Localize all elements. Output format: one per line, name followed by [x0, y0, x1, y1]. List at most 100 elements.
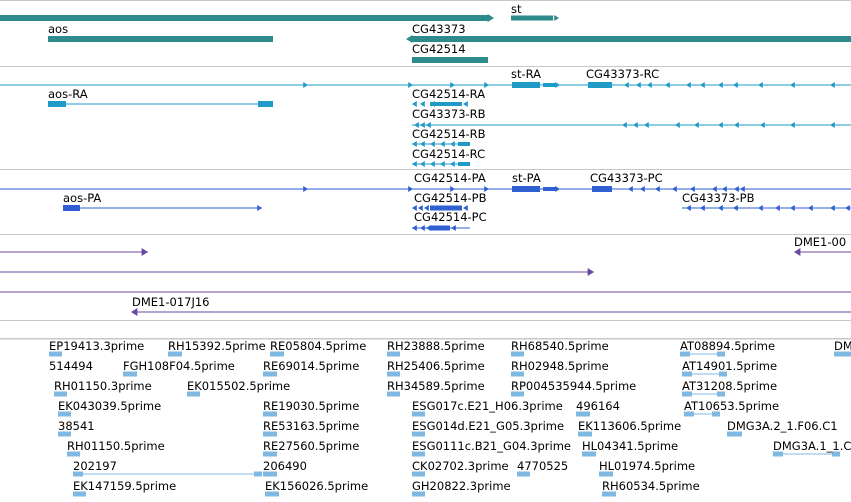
- est-label[interactable]: RH34589.5prime: [387, 379, 485, 393]
- strand-arrow[interactable]: [700, 205, 705, 211]
- est-exon[interactable]: [511, 391, 524, 397]
- est-exon[interactable]: [265, 491, 279, 497]
- est-label[interactable]: DMG3A.1_1.C: [773, 439, 851, 453]
- strand-arrow[interactable]: [636, 82, 641, 88]
- est-label[interactable]: 202197: [73, 459, 117, 473]
- est-exon[interactable]: [254, 471, 262, 477]
- strand-arrow[interactable]: [830, 82, 835, 88]
- est-exon[interactable]: [168, 351, 182, 357]
- strand-arrow[interactable]: [628, 186, 633, 192]
- strand-arrow[interactable]: [845, 205, 850, 211]
- strand-arrow[interactable]: [647, 82, 652, 88]
- protein-label-cg43373-pb[interactable]: CG43373-PB: [682, 191, 755, 205]
- strand-arrow[interactable]: [412, 161, 417, 167]
- est-label[interactable]: AT10653.5prime: [684, 399, 780, 413]
- est-exon[interactable]: [717, 351, 725, 357]
- transcript-exon[interactable]: [458, 162, 470, 166]
- strand-arrow[interactable]: [718, 82, 723, 88]
- protein-label-cg42514-pc[interactable]: CG42514-PC: [414, 210, 487, 224]
- strand-arrow[interactable]: [420, 225, 425, 231]
- strand-arrow[interactable]: [790, 205, 795, 211]
- strand-arrow[interactable]: [718, 122, 723, 128]
- est-exon[interactable]: [684, 411, 694, 417]
- strand-arrow[interactable]: [555, 82, 560, 88]
- est-exon[interactable]: [412, 491, 425, 497]
- strand-arrow[interactable]: [412, 141, 417, 147]
- est-label[interactable]: EK156026.5prime: [265, 479, 369, 493]
- est-exon[interactable]: [773, 451, 783, 457]
- est-exon[interactable]: [412, 471, 425, 477]
- est-label[interactable]: ESG0111c.B21_G04.3prime: [412, 439, 572, 453]
- strand-arrow[interactable]: [420, 122, 425, 128]
- est-exon[interactable]: [412, 451, 425, 457]
- strand-arrow[interactable]: [734, 186, 739, 192]
- clone-label-dme1-017j16[interactable]: DME1-017J16: [132, 295, 210, 309]
- est-label[interactable]: RH15392.5prime: [168, 339, 266, 353]
- est-label[interactable]: DM: [834, 339, 851, 353]
- strand-arrow[interactable]: [408, 186, 413, 192]
- est-label[interactable]: RE53163.5prime: [263, 419, 360, 433]
- est-exon[interactable]: [263, 411, 277, 417]
- est-exon[interactable]: [270, 351, 284, 357]
- est-label[interactable]: CK02702.3prime: [412, 459, 509, 473]
- strand-arrow[interactable]: [430, 141, 435, 147]
- strand-arrow[interactable]: [430, 161, 435, 167]
- strand-arrow[interactable]: [141, 248, 148, 256]
- protein-exon[interactable]: [512, 186, 540, 192]
- strand-arrow[interactable]: [790, 82, 795, 88]
- transcript-label-cg43373-rc[interactable]: CG43373-RC: [586, 67, 660, 81]
- strand-arrow[interactable]: [830, 122, 835, 128]
- transcript-label-aos-ra[interactable]: aos-RA: [48, 87, 88, 101]
- est-exon[interactable]: [599, 471, 613, 477]
- strand-arrow[interactable]: [758, 205, 763, 211]
- est-label[interactable]: RE05804.5prime: [270, 339, 367, 353]
- protein-label-cg42514-pb[interactable]: CG42514-PB: [414, 191, 487, 205]
- strand-arrow[interactable]: [675, 122, 680, 128]
- est-exon[interactable]: [511, 351, 524, 357]
- strand-arrow[interactable]: [463, 205, 468, 211]
- est-exon[interactable]: [832, 451, 840, 457]
- transcript-exon[interactable]: [543, 83, 556, 87]
- strand-arrow[interactable]: [440, 161, 445, 167]
- est-exon[interactable]: [73, 471, 83, 477]
- gene-bar-cg43373[interactable]: [412, 36, 851, 42]
- est-label[interactable]: EP19413.3prime: [49, 339, 145, 353]
- strand-arrow[interactable]: [794, 248, 801, 256]
- transcript-exon[interactable]: [430, 102, 462, 106]
- protein-label-cg42514-pa[interactable]: CG42514-PA: [414, 171, 486, 185]
- strand-arrow[interactable]: [412, 101, 417, 107]
- transcript-exon[interactable]: [512, 82, 540, 88]
- protein-exon[interactable]: [543, 187, 556, 191]
- est-label[interactable]: EK015502.5prime: [187, 379, 291, 393]
- strand-arrow[interactable]: [554, 15, 559, 21]
- strand-arrow[interactable]: [775, 205, 780, 211]
- strand-arrow[interactable]: [450, 82, 455, 88]
- est-exon[interactable]: [511, 371, 524, 377]
- strand-arrow[interactable]: [830, 205, 835, 211]
- clone-label-dme1-00[interactable]: DME1-00: [794, 235, 847, 249]
- strand-arrow[interactable]: [426, 225, 431, 231]
- transcript-exon[interactable]: [258, 101, 273, 107]
- strand-arrow[interactable]: [257, 205, 262, 211]
- est-label[interactable]: RH25406.5prime: [387, 359, 485, 373]
- protein-label-aos-pa[interactable]: aos-PA: [63, 191, 102, 205]
- strand-arrow[interactable]: [408, 82, 413, 88]
- est-exon[interactable]: [387, 371, 400, 377]
- est-label[interactable]: AT31208.5prime: [682, 379, 778, 393]
- est-label[interactable]: EK147159.5prime: [73, 479, 177, 493]
- est-label[interactable]: RH68540.5prime: [511, 339, 609, 353]
- gene-label-st[interactable]: st: [511, 2, 522, 16]
- strand-arrow[interactable]: [686, 205, 691, 211]
- protein-exon[interactable]: [63, 205, 80, 211]
- strand-arrow[interactable]: [808, 205, 813, 211]
- est-label[interactable]: RH23888.5prime: [387, 339, 485, 353]
- strand-arrow[interactable]: [640, 186, 645, 192]
- est-exon[interactable]: [578, 431, 592, 437]
- strand-arrow[interactable]: [424, 205, 429, 211]
- strand-arrow[interactable]: [672, 186, 677, 192]
- est-label[interactable]: 206490: [263, 459, 307, 473]
- est-exon[interactable]: [387, 391, 400, 397]
- est-exon[interactable]: [54, 391, 67, 397]
- est-exon[interactable]: [387, 351, 400, 357]
- strand-arrow[interactable]: [665, 82, 670, 88]
